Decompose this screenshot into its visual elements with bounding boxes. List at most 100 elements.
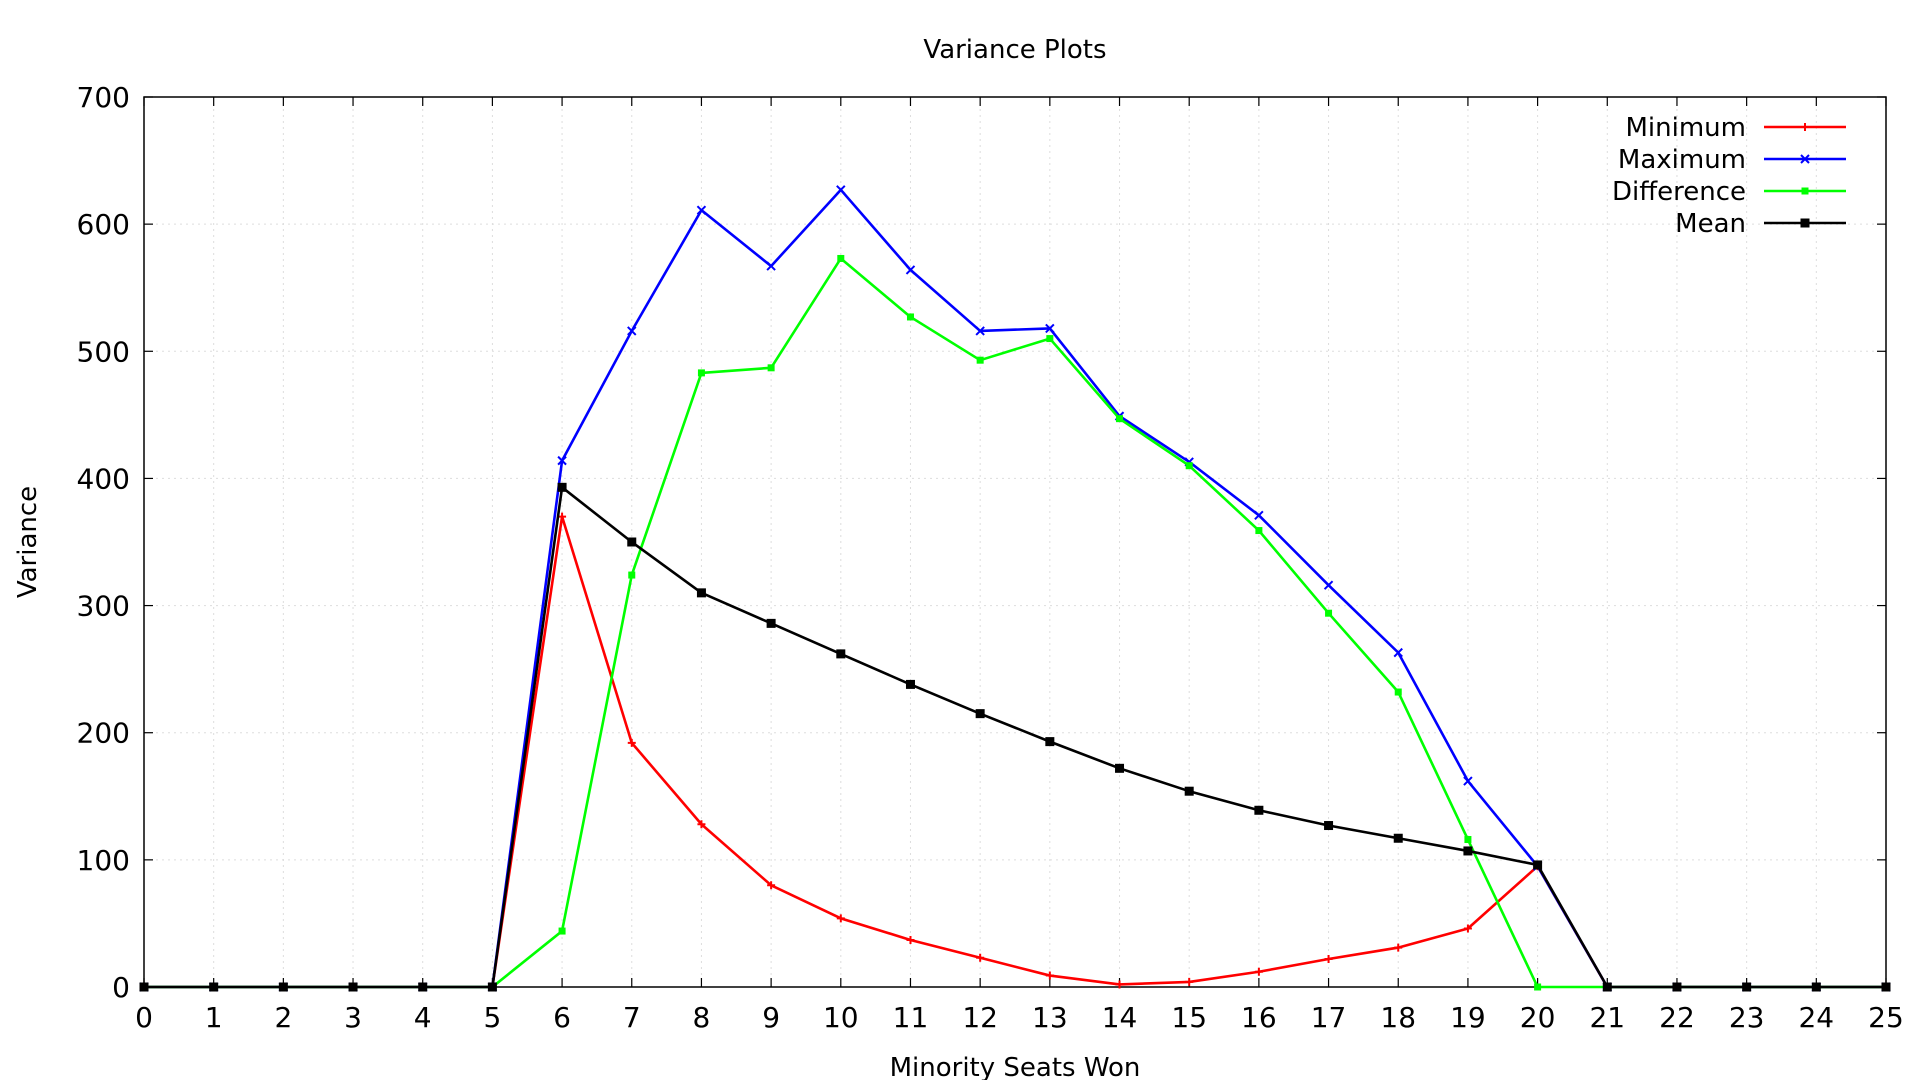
data-point-difference [1534,983,1542,991]
data-point-difference [1325,609,1333,617]
data-point-minimum [1463,924,1472,933]
data-point-minimum [1045,971,1054,980]
data-point-difference [767,364,775,372]
data-point-maximum [557,455,567,466]
data-point-minimum [1394,943,1403,952]
legend-label-minimum: Minimum [1626,113,1747,143]
data-point-difference [1464,836,1472,844]
x-tick-label: 5 [483,1001,501,1034]
x-tick-label: 24 [1798,1001,1834,1034]
data-point-minimum [697,820,706,829]
y-tick-label: 400 [77,462,130,495]
data-point-difference [1255,527,1263,535]
legend-label-difference: Difference [1612,177,1746,207]
data-point-mean [1742,982,1752,992]
x-tick-label: 11 [893,1001,929,1034]
data-point-mean [1184,786,1194,796]
x-tick-label: 18 [1380,1001,1416,1034]
series-mean [139,482,1891,992]
data-point-mean [1254,805,1264,815]
data-point-mean [1811,982,1821,992]
data-point-maximum [975,326,985,336]
y-axis-label: Variance [13,486,43,598]
x-tick-label: 8 [693,1001,711,1034]
data-point-mean [1533,860,1543,870]
data-point-mean [418,982,428,992]
data-point-difference [906,313,914,321]
data-point-minimum [1324,955,1333,964]
data-point-mean [1672,982,1682,992]
data-point-mean [278,982,288,992]
data-point-difference [628,571,636,579]
data-point-mean [696,588,706,598]
series-lines [139,185,1891,992]
x-tick-label: 9 [762,1001,780,1034]
data-point-minimum [1185,977,1194,986]
data-point-mean [1115,763,1125,773]
y-tick-label: 100 [77,844,130,877]
data-point-mean [766,618,776,628]
x-tick-label: 14 [1102,1001,1138,1034]
data-point-difference [976,356,984,364]
data-point-mean [1045,737,1055,747]
data-point-mean [348,982,358,992]
x-tick-label: 21 [1589,1001,1625,1034]
x-tick-label: 22 [1659,1001,1695,1034]
series-maximum [139,185,1891,992]
series-line-mean [144,486,1886,989]
x-tick-label: 6 [553,1001,571,1034]
x-tick-label: 15 [1171,1001,1207,1034]
data-point-minimum [627,738,636,747]
data-point-difference [1116,415,1124,423]
x-tick-label: 16 [1241,1001,1277,1034]
y-tick-label: 700 [77,81,130,114]
x-tick-label: 10 [823,1001,859,1034]
legend-label-maximum: Maximum [1618,145,1746,175]
data-point-mean [836,649,846,659]
chart-title: Variance Plots [923,35,1106,65]
data-point-mean [1393,833,1403,843]
x-tick-label: 20 [1520,1001,1556,1034]
x-tick-label: 13 [1032,1001,1068,1034]
data-point-maximum [1045,323,1055,334]
grid-lines [144,97,1886,987]
x-axis-label: Minority Seats Won [890,1053,1141,1080]
data-point-maximum [1323,580,1334,590]
data-point-minimum [1254,967,1263,976]
legend-marker-minimum [1801,123,1809,131]
data-point-minimum [836,914,845,923]
data-point-maximum [1254,510,1264,521]
data-point-mean [975,709,985,719]
data-point-mean [487,982,497,992]
data-point-mean [139,982,149,992]
series-line-maximum [144,188,1886,989]
legend-marker-difference [1801,187,1809,195]
x-tick-label: 12 [962,1001,998,1034]
data-point-minimum [558,512,567,521]
data-point-difference [837,254,845,262]
y-tick-label: 600 [77,208,130,241]
data-point-maximum [696,205,707,215]
axis-ticks: 0 1 2 3 4 5 6 7 8 9 10 11 12 13 14 15 16 17 18 19 20 21 22 23 24… [77,81,1904,1034]
data-point-difference [697,369,705,377]
data-point-maximum [627,326,637,336]
x-tick-label: 2 [274,1001,292,1034]
x-tick-label: 25 [1868,1001,1904,1034]
data-point-mean [627,537,637,547]
series-minimum [140,512,1890,991]
x-tick-label: 0 [135,1001,153,1034]
data-point-mean [905,679,915,689]
data-point-mean [1602,982,1612,992]
data-point-difference [1185,462,1193,470]
y-tick-label: 0 [112,971,130,1004]
x-tick-label: 23 [1729,1001,1765,1034]
x-tick-label: 1 [205,1001,223,1034]
legend-label-mean: Mean [1675,209,1746,239]
y-tick-label: 500 [77,335,130,368]
series-difference [140,254,1890,991]
data-point-minimum [976,953,985,962]
data-point-maximum [766,261,776,271]
data-point-minimum [767,881,776,890]
